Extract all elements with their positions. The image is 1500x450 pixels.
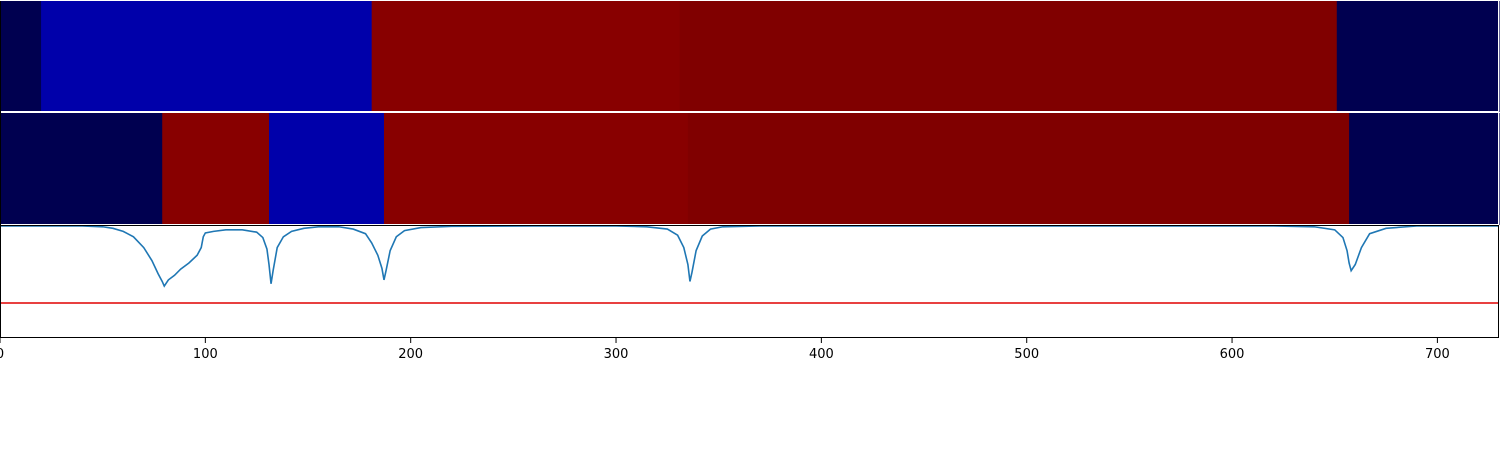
top-band-segment-1: [41, 1, 373, 112]
x-tick-label-400: 400: [809, 347, 834, 362]
x-tick-label-500: 500: [1014, 347, 1039, 362]
x-tick-label-700: 700: [1425, 347, 1450, 362]
panel-frames: [0, 0, 1499, 338]
x-tick-label-0: 0: [0, 347, 4, 362]
heatmap-band-top: [0, 1, 1500, 112]
x-tick-label-300: 300: [604, 347, 629, 362]
frame-sig: [0, 225, 1499, 338]
x-tick-label-100: 100: [193, 347, 218, 362]
middle-band-segment-5: [1349, 113, 1500, 225]
middle-band-segment-3: [383, 113, 689, 225]
x-axis: 0 100 200 300 400 500 600 700: [0, 338, 1450, 362]
signal-panel: [0, 225, 1499, 304]
middle-band-segment-4: [687, 113, 1350, 225]
top-band-segment-3: [679, 1, 1338, 112]
top-band-segment-0: [0, 1, 42, 112]
middle-band-segment-2: [268, 113, 385, 225]
signal-series-line: [0, 225, 1499, 288]
x-tick-label-600: 600: [1220, 347, 1245, 362]
middle-band-segment-0: [0, 113, 163, 225]
middle-band-segment-1: [162, 113, 270, 225]
top-band-segment-2: [371, 1, 681, 112]
x-tick-label-200: 200: [398, 347, 423, 362]
top-band-segment-4: [1336, 1, 1500, 112]
heatmap-band-middle: [0, 113, 1500, 225]
